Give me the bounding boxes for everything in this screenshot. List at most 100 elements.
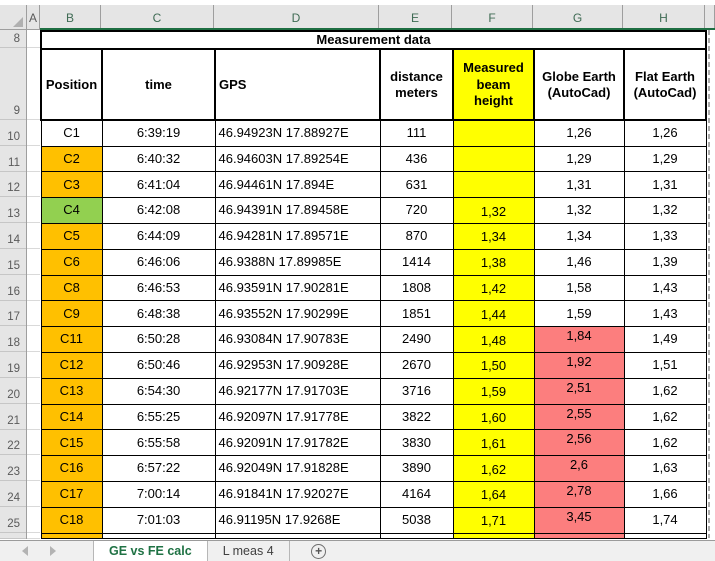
cell-distance[interactable]: 111 bbox=[379, 119, 454, 147]
row-header[interactable]: 18 bbox=[0, 326, 26, 353]
cell-distance[interactable]: 1414 bbox=[379, 248, 454, 276]
cell-time[interactable]: 6:46:53 bbox=[101, 274, 216, 302]
cell-gps[interactable]: 46.94281N 17.89571E bbox=[214, 222, 381, 250]
cell-flat[interactable]: 1,43 bbox=[623, 300, 707, 328]
column-header[interactable]: C bbox=[101, 5, 214, 30]
cell-gps[interactable]: 46.92049N 17.91828E bbox=[214, 455, 381, 482]
cell-position[interactable]: C6 bbox=[40, 248, 103, 276]
column-title-beam[interactable]: Measured beam height bbox=[452, 48, 535, 122]
cell-globe[interactable]: 1,59 bbox=[533, 300, 625, 328]
cell-flat[interactable]: 1,74 bbox=[623, 506, 707, 534]
cell-empty-a[interactable] bbox=[27, 533, 40, 539]
cell-time[interactable]: 6:46:06 bbox=[101, 248, 216, 276]
column-title-distance[interactable]: distance meters bbox=[379, 48, 454, 122]
cell-position[interactable]: C16 bbox=[40, 455, 103, 482]
cell-distance[interactable]: 2670 bbox=[379, 351, 454, 379]
cell-globe[interactable]: 3,45 bbox=[533, 506, 625, 534]
cell-position[interactable]: C4 bbox=[40, 197, 103, 224]
cell-beam[interactable]: 1,64 bbox=[452, 480, 535, 508]
row-header[interactable]: 19 bbox=[0, 352, 26, 378]
cell-beam[interactable]: 1,38 bbox=[452, 248, 535, 276]
cell-flat[interactable]: 1,39 bbox=[623, 248, 707, 276]
cell-empty-a[interactable] bbox=[27, 352, 40, 378]
cell-empty-a[interactable] bbox=[27, 223, 40, 249]
row-header[interactable]: 15 bbox=[0, 249, 26, 275]
row-header[interactable]: 25 bbox=[0, 507, 26, 533]
cell-empty-a[interactable] bbox=[27, 404, 40, 430]
cell-distance[interactable]: 1851 bbox=[379, 300, 454, 328]
cell-flat[interactable]: 1,32 bbox=[623, 197, 707, 224]
row-header[interactable]: 22 bbox=[0, 430, 26, 456]
cell-empty-a[interactable] bbox=[27, 146, 40, 172]
row-header[interactable]: 17 bbox=[0, 301, 26, 327]
cell-time[interactable]: 6:54:30 bbox=[101, 377, 216, 405]
cell-flat[interactable]: 1,31 bbox=[623, 171, 707, 199]
cell-distance[interactable]: 436 bbox=[379, 145, 454, 173]
row-header[interactable]: 13 bbox=[0, 197, 26, 224]
column-header[interactable]: D bbox=[214, 5, 379, 30]
column-title-time[interactable]: time bbox=[101, 48, 216, 122]
cell-flat[interactable]: 1,26 bbox=[623, 119, 707, 147]
cell-globe[interactable]: 1,58 bbox=[533, 274, 625, 302]
cell-time[interactable]: 6:55:58 bbox=[101, 429, 216, 457]
cell-globe[interactable]: 1,32 bbox=[533, 197, 625, 224]
row-header[interactable]: 11 bbox=[0, 146, 26, 172]
row-header[interactable]: 16 bbox=[0, 275, 26, 301]
row-header[interactable]: 14 bbox=[0, 223, 26, 249]
cell-flat[interactable]: 1,43 bbox=[623, 274, 707, 302]
cell-gps[interactable]: 46.94603N 17.89254E bbox=[214, 145, 381, 173]
cell-time[interactable]: 7:01:03 bbox=[101, 506, 216, 534]
cell-globe[interactable]: 2,6 bbox=[533, 455, 625, 482]
cell-globe[interactable] bbox=[533, 532, 625, 539]
cell-globe[interactable]: 1,31 bbox=[533, 171, 625, 199]
sheet-tab-ge-vs-fe-calc[interactable]: GE vs FE calc bbox=[93, 541, 208, 561]
cell-flat[interactable]: 1,49 bbox=[623, 326, 707, 353]
cell-position[interactable]: C14 bbox=[40, 403, 103, 431]
cell-beam[interactable] bbox=[452, 119, 535, 147]
row-header[interactable] bbox=[0, 533, 26, 539]
cell-globe[interactable]: 1,46 bbox=[533, 248, 625, 276]
cell-distance[interactable]: 3890 bbox=[379, 455, 454, 482]
cell-gps[interactable]: 46.94923N 17.88927E bbox=[214, 119, 381, 147]
cell-empty-a[interactable] bbox=[27, 48, 40, 120]
cell-time[interactable]: 6:50:28 bbox=[101, 326, 216, 353]
cell-time[interactable]: 6:55:25 bbox=[101, 403, 216, 431]
column-title-flat[interactable]: Flat Earth (AutoCad) bbox=[623, 48, 707, 122]
sheet-tab-l-meas-4[interactable]: L meas 4 bbox=[208, 541, 290, 561]
cell-time[interactable]: 6:42:08 bbox=[101, 197, 216, 224]
cell-flat[interactable]: 1,63 bbox=[623, 455, 707, 482]
cell-globe[interactable]: 2,56 bbox=[533, 429, 625, 457]
cell-beam[interactable]: 1,34 bbox=[452, 222, 535, 250]
cell-gps[interactable]: 46.91195N 17.9268E bbox=[214, 506, 381, 534]
cell-distance[interactable]: 631 bbox=[379, 171, 454, 199]
cell-empty-a[interactable] bbox=[27, 507, 40, 533]
cell-empty-a[interactable] bbox=[27, 120, 40, 146]
cell-beam[interactable]: 1,71 bbox=[452, 506, 535, 534]
cell-time[interactable]: 6:40:32 bbox=[101, 145, 216, 173]
cell-position[interactable]: C15 bbox=[40, 429, 103, 457]
cell-position[interactable]: C18 bbox=[40, 506, 103, 534]
cell-gps[interactable]: 46.94391N 17.89458E bbox=[214, 197, 381, 224]
column-header[interactable]: A bbox=[27, 5, 40, 30]
cell-distance[interactable]: 720 bbox=[379, 197, 454, 224]
cell-time[interactable]: 6:48:38 bbox=[101, 300, 216, 328]
cell-beam[interactable]: 1,44 bbox=[452, 300, 535, 328]
cell-beam[interactable]: 1,50 bbox=[452, 351, 535, 379]
cell-globe[interactable]: 1,92 bbox=[533, 351, 625, 379]
cell-globe[interactable]: 1,29 bbox=[533, 145, 625, 173]
sheet-nav-right-icon[interactable] bbox=[50, 546, 56, 556]
column-title-globe[interactable]: Globe Earth (AutoCad) bbox=[533, 48, 625, 122]
cell-empty-a[interactable] bbox=[27, 378, 40, 404]
cell-gps[interactable]: 46.93591N 17.90281E bbox=[214, 274, 381, 302]
cell-globe[interactable]: 2,78 bbox=[533, 480, 625, 508]
cell-empty-a[interactable] bbox=[27, 197, 40, 224]
cell-empty-a[interactable] bbox=[27, 455, 40, 482]
row-header[interactable]: 12 bbox=[0, 172, 26, 198]
cell-beam[interactable]: 1,61 bbox=[452, 429, 535, 457]
column-header[interactable]: B bbox=[40, 5, 101, 30]
cell-position[interactable]: C11 bbox=[40, 326, 103, 353]
cell-beam[interactable]: 1,60 bbox=[452, 403, 535, 431]
cell-gps[interactable]: 46.91841N 17.92027E bbox=[214, 480, 381, 508]
cell-distance[interactable] bbox=[379, 532, 454, 539]
cell-time[interactable] bbox=[101, 532, 216, 539]
